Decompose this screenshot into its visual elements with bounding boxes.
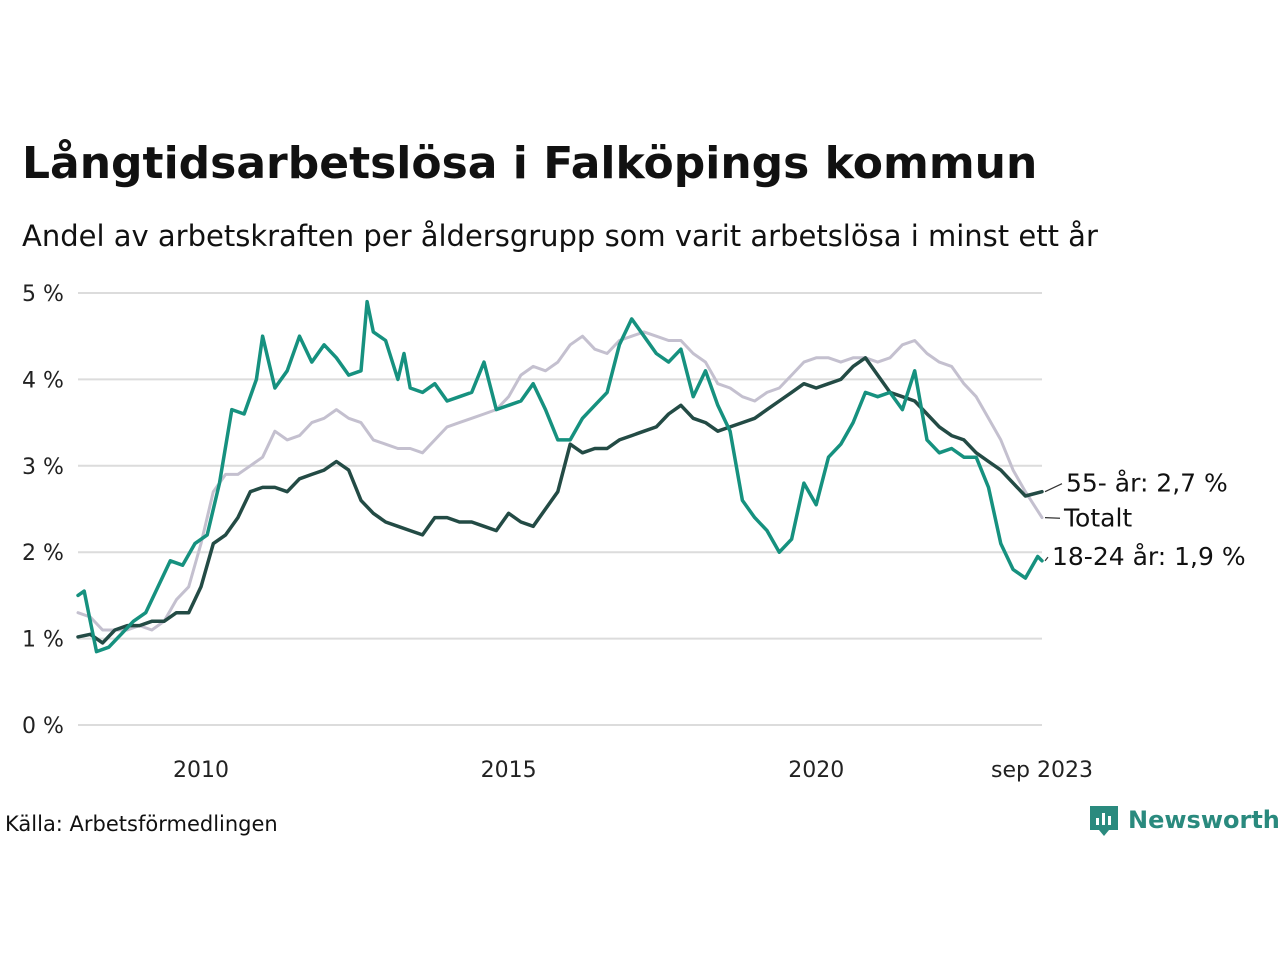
- chart-subtitle: Andel av arbetskraften per åldersgrupp s…: [22, 219, 1098, 253]
- y-tick-label: 0 %: [22, 714, 64, 739]
- series-line-total: [76, 330, 1044, 632]
- end-label-total: Totalt: [1063, 503, 1132, 532]
- y-tick-label: 5 %: [22, 282, 64, 307]
- gridlines: [78, 292, 1042, 726]
- x-tick-label: 2020: [788, 758, 844, 783]
- series-lines: [76, 299, 1044, 654]
- brand-name: Newsworthy: [1128, 806, 1280, 834]
- x-tick-label: 2010: [173, 758, 229, 783]
- x-axis-labels: 2010 2015 2020 sep 2023: [173, 758, 1093, 783]
- end-label-leader: [1044, 556, 1049, 562]
- chart-title: Långtidsarbetslösa i Falköpings kommun: [22, 138, 1037, 189]
- end-label-age55: 55- år: 2,7 %: [1066, 469, 1228, 498]
- x-tick-label: sep 2023: [991, 758, 1093, 783]
- y-tick-label: 4 %: [22, 368, 64, 393]
- brand-logo: Newsworthy: [1090, 806, 1280, 836]
- series-end-labels: Totalt 55- år: 2,7 % 18-24 år: 1,9 %: [1044, 469, 1246, 571]
- chart-bubble-icon: [1090, 806, 1118, 836]
- end-label-leader: [1044, 483, 1063, 493]
- series-line-age55: [76, 356, 1044, 645]
- x-tick-label: 2015: [481, 758, 537, 783]
- source-text: Källa: Arbetsförmedlingen: [5, 812, 278, 836]
- series-line-youth: [76, 299, 1044, 654]
- y-tick-label: 1 %: [22, 628, 64, 653]
- end-label-youth: 18-24 år: 1,9 %: [1052, 542, 1246, 571]
- end-label-leader: [1044, 517, 1061, 519]
- y-axis-labels: 0 % 1 % 2 % 3 % 4 % 5 %: [22, 282, 64, 739]
- y-tick-label: 3 %: [22, 455, 64, 480]
- y-tick-label: 2 %: [22, 541, 64, 566]
